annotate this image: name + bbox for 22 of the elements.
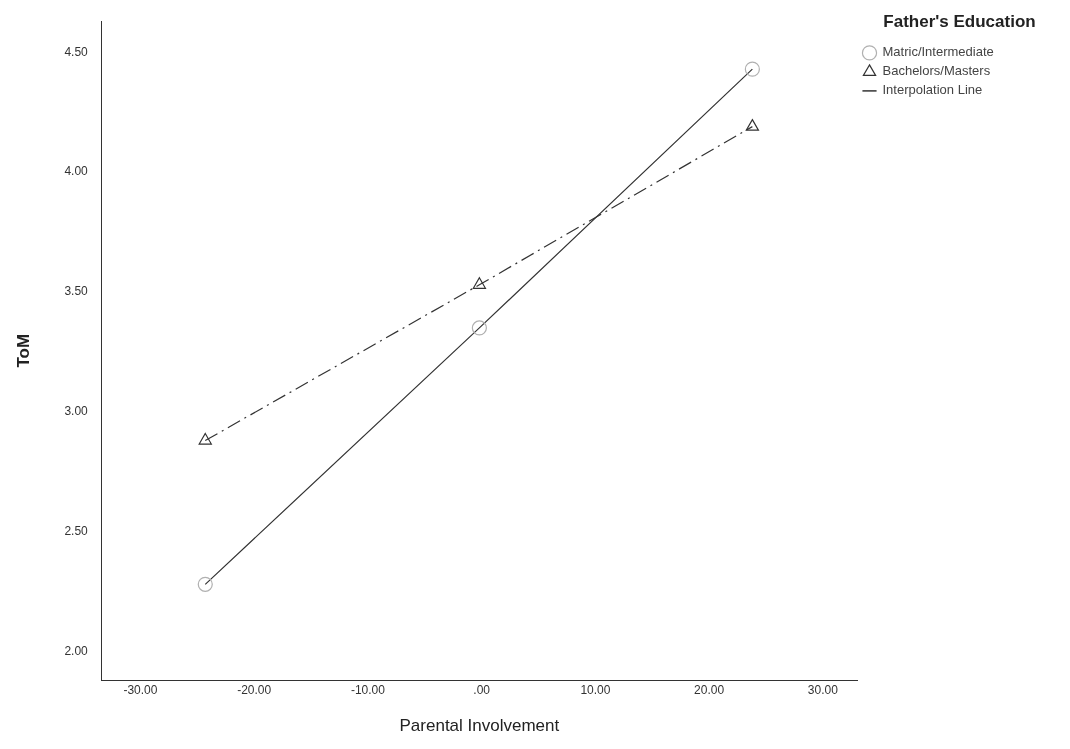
y-tick-label: 4.50 [64,44,89,59]
x-tick-label: -30.00 [123,682,158,697]
x-tick-label: 30.00 [807,682,839,697]
x-tick-label: -10.00 [350,682,386,697]
y-axis-title: ToM [13,333,33,368]
point [745,119,760,131]
x-tick-label: 20.00 [694,682,725,697]
text: Interpolation Line [882,82,983,98]
legend-title: Father's Education [883,12,1036,32]
y-tick-label: 2.50 [64,523,89,538]
point [472,277,487,289]
y-tick-label: 3.50 [64,284,89,299]
y-tick-label: 3.00 [64,404,89,419]
legend-label: Bachelors/Masters [882,63,991,79]
x-axis-title: Parental Involvement [399,716,560,736]
y-tick-label: 2.00 [64,643,89,658]
point [198,432,212,445]
legend-label: Matric/Intermediate [882,44,994,60]
x-tick-label: .00 [473,682,491,697]
x-tick-label: 10.00 [580,682,611,697]
y-tick-label: 4.00 [64,164,89,179]
x-tick-label: -20.00 [237,682,272,697]
